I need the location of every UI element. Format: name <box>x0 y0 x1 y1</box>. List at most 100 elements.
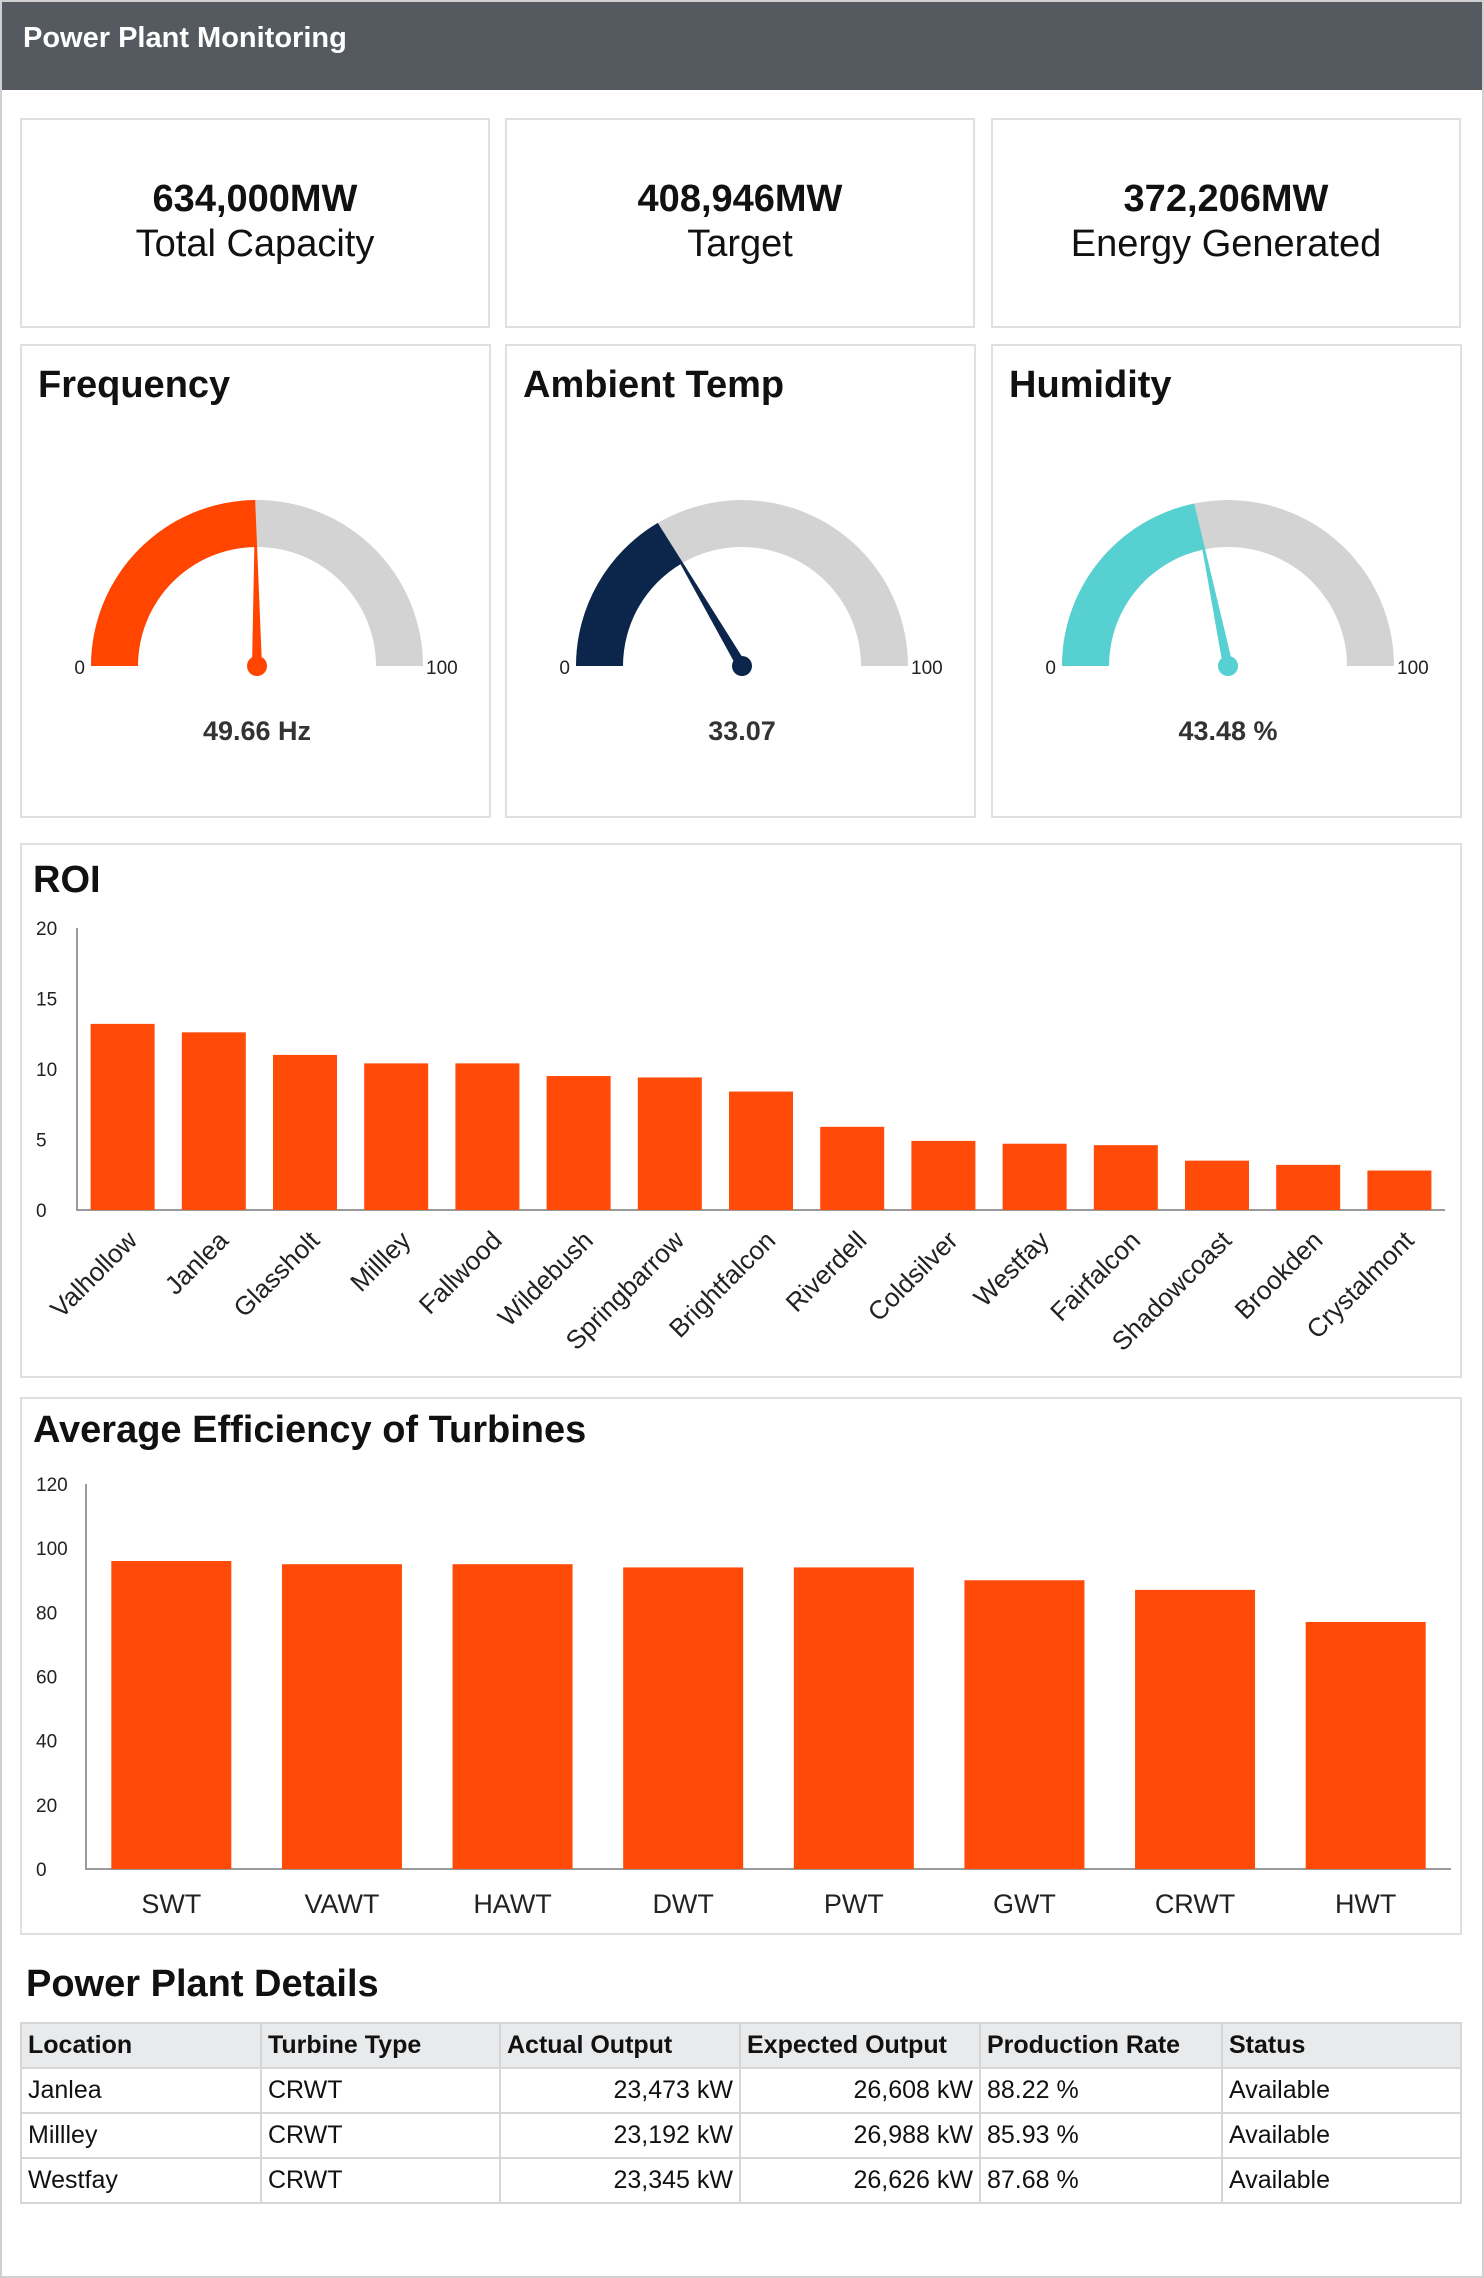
bar <box>1002 1143 1067 1210</box>
gauge-title: Ambient Temp <box>523 364 785 406</box>
bar <box>820 1126 885 1210</box>
cell-location: Millley <box>20 2112 262 2159</box>
cell-production-rate: 88.22 % <box>979 2067 1223 2114</box>
bar <box>964 1580 1085 1869</box>
cell-actual-output: 23,192 kW <box>499 2112 741 2159</box>
gauge-max-label: 100 <box>1397 658 1429 679</box>
cell-expected-output: 26,626 kW <box>739 2157 981 2204</box>
cell-production-rate: 87.68 % <box>979 2157 1223 2204</box>
bar <box>181 1032 246 1210</box>
cell-status: Available <box>1221 2067 1462 2114</box>
app-title: Power Plant Monitoring <box>23 22 347 54</box>
x-tick-label: CRWT <box>1155 1889 1236 1919</box>
cell-turbine-type: CRWT <box>260 2067 501 2114</box>
kpi-card-target: 408,946MW Target <box>505 118 975 328</box>
gauge-needle <box>658 524 747 669</box>
column-header-turbine-type: Turbine Type <box>260 2022 501 2069</box>
bar <box>90 1023 155 1210</box>
x-tick-label: DWT <box>652 1889 713 1919</box>
gauge-value-arc <box>576 522 682 666</box>
x-tick-label: Riverdell <box>780 1225 873 1318</box>
gauge-reading: 49.66 Hz <box>203 716 311 746</box>
cell-actual-output: 23,473 kW <box>499 2067 741 2114</box>
bar <box>637 1077 702 1210</box>
bar <box>281 1564 402 1869</box>
gauge-needle <box>252 502 262 667</box>
humidity-gauge: 0 100 43.48 % <box>1045 500 1429 746</box>
kpi-card-total-capacity: 634,000MW Total Capacity <box>20 118 490 328</box>
x-tick-label: Glassholt <box>227 1224 325 1322</box>
bar <box>1276 1164 1341 1210</box>
kpi-value: 408,946MW <box>637 178 843 220</box>
gauge-card-ambient-temp: Ambient Temp 0 100 33.07 <box>505 344 976 818</box>
bar <box>1305 1621 1426 1869</box>
bar <box>111 1561 232 1869</box>
roi-chart-card: ROI 0 5 10 15 20 Valhollow Janlea Glassholt Mill… <box>20 843 1462 1378</box>
cell-status: Available <box>1221 2157 1462 2204</box>
kpi-card-energy-generated: 372,206MW Energy Generated <box>991 118 1461 328</box>
bar <box>623 1567 744 1869</box>
gauge-max-label: 100 <box>911 658 943 679</box>
table-row: Westfay CRWT 23,345 kW 26,626 kW 87.68 %… <box>20 2157 1462 2204</box>
x-tick-label: HWT <box>1335 1889 1396 1919</box>
gauge-needle-hub <box>732 656 752 676</box>
column-header-location: Location <box>20 2022 262 2069</box>
gauge-min-label: 0 <box>74 658 85 679</box>
x-tick-label: VAWT <box>304 1889 379 1919</box>
x-tick-label: PWT <box>824 1889 884 1919</box>
bar <box>1093 1145 1158 1210</box>
y-tick-label: 10 <box>36 1060 57 1081</box>
table-row: Millley CRWT 23,192 kW 26,988 kW 85.93 %… <box>20 2112 1462 2159</box>
gauge-min-label: 0 <box>1045 658 1056 679</box>
gauge-needle-hub <box>1218 656 1238 676</box>
gauge-needle-hub <box>247 656 267 676</box>
chart-title: Average Efficiency of Turbines <box>33 1409 587 1451</box>
x-tick-label: HAWT <box>473 1889 551 1919</box>
bar <box>452 1564 573 1869</box>
table-header-row: Location Turbine Type Actual Output Expe… <box>20 2022 1462 2069</box>
details-title: Power Plant Details <box>26 1963 379 2005</box>
x-tick-label: GWT <box>993 1889 1056 1919</box>
y-tick-label: 20 <box>36 1796 57 1817</box>
gauge-max-label: 100 <box>426 658 458 679</box>
gauge-needle <box>1194 505 1233 668</box>
y-tick-label: 15 <box>36 990 57 1011</box>
bar <box>911 1140 976 1210</box>
column-header-actual-output: Actual Output <box>499 2022 741 2069</box>
x-tick-label: Millley <box>344 1225 416 1297</box>
y-tick-label: 60 <box>36 1668 57 1689</box>
cell-location: Janlea <box>20 2067 262 2114</box>
cell-turbine-type: CRWT <box>260 2112 501 2159</box>
cell-turbine-type: CRWT <box>260 2157 501 2204</box>
x-tick-label: Janlea <box>159 1225 235 1301</box>
y-tick-label: 40 <box>36 1732 57 1753</box>
column-header-production-rate: Production Rate <box>979 2022 1223 2069</box>
chart-title: ROI <box>33 859 101 901</box>
cell-expected-output: 26,988 kW <box>739 2112 981 2159</box>
bar <box>793 1567 914 1869</box>
kpi-value: 634,000MW <box>152 178 358 220</box>
x-tick-label: Coldsilver <box>862 1225 964 1327</box>
bar <box>455 1063 520 1210</box>
cell-status: Available <box>1221 2112 1462 2159</box>
bar <box>273 1054 337 1210</box>
efficiency-bar-chart: 0 20 40 60 80 100 120 SWT VAWT HAWT DWT PWT GWT CRWT H… <box>36 1475 1451 1919</box>
y-tick-label: 0 <box>36 1201 47 1222</box>
x-tick-label: Westfay <box>968 1225 1055 1312</box>
bar <box>1135 1589 1256 1869</box>
gauge-reading: 43.48 % <box>1178 716 1277 746</box>
kpi-label: Total Capacity <box>135 223 375 265</box>
y-tick-label: 100 <box>36 1539 68 1560</box>
gauge-card-frequency: Frequency 0 100 49.66 Hz <box>20 344 491 818</box>
y-tick-label: 80 <box>36 1603 57 1624</box>
frequency-gauge: 0 100 49.66 Hz <box>74 500 458 746</box>
y-tick-label: 5 <box>36 1131 47 1152</box>
details-table: Location Turbine Type Actual Output Expe… <box>20 2022 1462 2204</box>
gauge-title: Frequency <box>38 364 231 406</box>
bar <box>364 1063 429 1210</box>
cell-actual-output: 23,345 kW <box>499 2157 741 2204</box>
gauge-value-arc <box>91 500 256 666</box>
gauge-reading: 33.07 <box>708 716 776 746</box>
